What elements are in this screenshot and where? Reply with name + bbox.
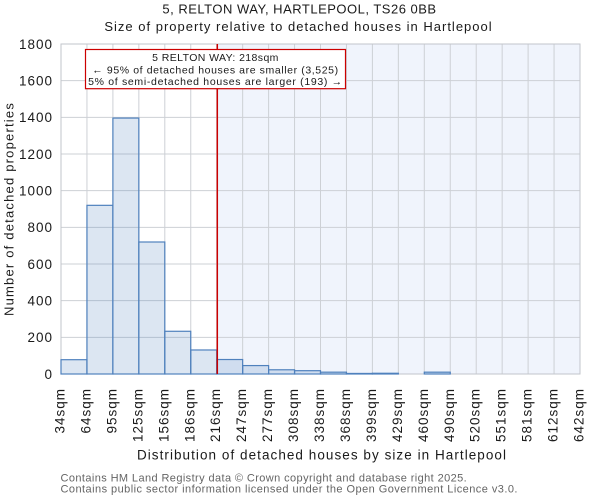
svg-text:Distribution of detached house: Distribution of detached houses by size … — [137, 448, 507, 463]
svg-text:95sqm: 95sqm — [104, 388, 119, 434]
svg-text:400: 400 — [27, 293, 53, 308]
svg-text:642sqm: 642sqm — [572, 388, 587, 442]
svg-text:5 RELTON WAY: 218sqm: 5 RELTON WAY: 218sqm — [152, 52, 279, 64]
svg-text:← 95% of detached houses are s: ← 95% of detached houses are smaller (3,… — [92, 64, 338, 76]
svg-text:368sqm: 368sqm — [338, 388, 353, 442]
svg-text:216sqm: 216sqm — [208, 388, 223, 442]
svg-text:34sqm: 34sqm — [53, 388, 68, 434]
svg-text:0: 0 — [44, 367, 53, 382]
svg-text:5% of semi-detached houses are: 5% of semi-detached houses are larger (1… — [88, 76, 343, 88]
svg-text:612sqm: 612sqm — [546, 388, 561, 442]
svg-text:600: 600 — [27, 257, 53, 272]
svg-text:581sqm: 581sqm — [520, 388, 535, 442]
svg-text:551sqm: 551sqm — [494, 388, 509, 442]
svg-text:520sqm: 520sqm — [468, 388, 483, 442]
svg-text:308sqm: 308sqm — [286, 388, 301, 442]
svg-text:200: 200 — [27, 330, 53, 345]
svg-text:Size of property relative to d: Size of property relative to detached ho… — [104, 19, 492, 34]
svg-text:1400: 1400 — [19, 110, 53, 125]
svg-text:429sqm: 429sqm — [390, 388, 405, 442]
svg-text:490sqm: 490sqm — [442, 388, 457, 442]
svg-text:1200: 1200 — [19, 147, 53, 162]
svg-text:277sqm: 277sqm — [260, 388, 275, 442]
svg-text:247sqm: 247sqm — [234, 388, 249, 442]
svg-text:399sqm: 399sqm — [364, 388, 379, 442]
svg-text:1600: 1600 — [19, 73, 53, 88]
svg-text:1800: 1800 — [19, 37, 53, 52]
svg-text:64sqm: 64sqm — [78, 388, 93, 434]
svg-text:800: 800 — [27, 220, 53, 235]
svg-text:338sqm: 338sqm — [312, 388, 327, 442]
svg-text:Contains public sector informa: Contains public sector information licen… — [61, 484, 518, 496]
svg-text:5, RELTON WAY, HARTLEPOOL, TS2: 5, RELTON WAY, HARTLEPOOL, TS26 0BB — [162, 1, 436, 16]
svg-text:186sqm: 186sqm — [182, 388, 197, 442]
svg-text:Contains HM Land Registry data: Contains HM Land Registry data © Crown c… — [61, 473, 468, 485]
svg-text:1000: 1000 — [19, 183, 53, 198]
svg-text:125sqm: 125sqm — [130, 388, 145, 442]
svg-text:156sqm: 156sqm — [156, 388, 171, 442]
svg-text:Number of detached properties: Number of detached properties — [2, 102, 17, 316]
svg-text:460sqm: 460sqm — [416, 388, 431, 442]
